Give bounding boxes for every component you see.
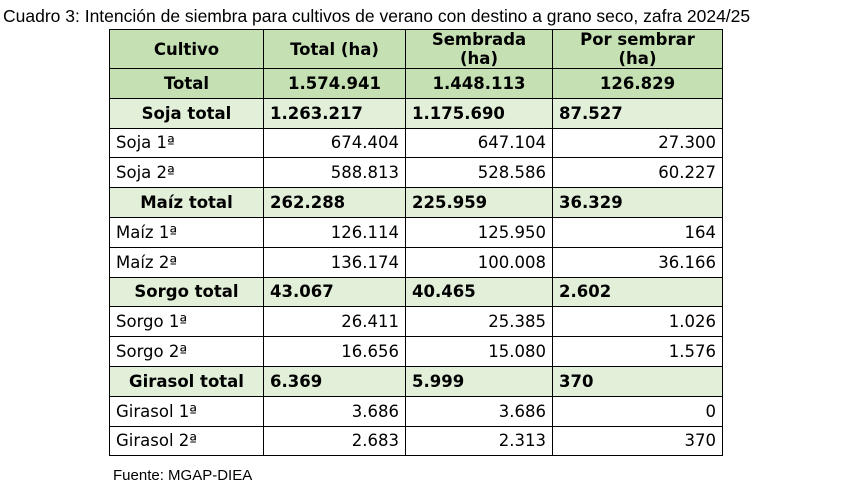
table-cell: 5.999	[405, 365, 553, 397]
header-row: Cultivo Total (ha) Sembrada (ha) Por sem…	[109, 29, 723, 69]
table-cell: 87.527	[552, 97, 723, 129]
subtotal-row: Girasol total 6.369 5.999 370	[109, 365, 723, 397]
subtotal-row: Soja total 1.263.217 1.175.690 87.527	[109, 97, 723, 129]
table-cell: 36.329	[552, 187, 723, 218]
table-cell: 126.114	[263, 216, 406, 248]
table-cell: 3.686	[405, 395, 553, 427]
table-cell: Maíz 1ª	[109, 216, 264, 248]
table-row: Soja 1ª 674.404 647.104 27.300	[109, 127, 723, 159]
header-cultivo: Cultivo	[109, 29, 264, 69]
table-row: Girasol 2ª 2.683 2.313 370	[109, 425, 723, 457]
total-row: Total 1.574.941 1.448.113 126.829	[109, 68, 723, 99]
table-cell: Sorgo 2ª	[109, 336, 264, 367]
table-cell: 225.959	[405, 187, 553, 218]
table-cell: Soja total	[109, 97, 264, 129]
table-row: Maíz 2ª 136.174 100.008 36.166	[109, 246, 723, 278]
table-cell: Maíz total	[109, 187, 264, 218]
table-cell: 43.067	[263, 276, 406, 308]
header-por-sembrar: Por sembrar (ha)	[552, 29, 723, 69]
table-cell: 27.300	[552, 127, 723, 159]
table-cell: 2.602	[552, 276, 723, 308]
table-row: Sorgo 2ª 16.656 15.080 1.576	[109, 336, 723, 367]
table-row: Sorgo 1ª 26.411 25.385 1.026	[109, 306, 723, 338]
table-cell: Maíz 2ª	[109, 246, 264, 278]
table-cell: Soja 2ª	[109, 157, 264, 189]
table-cell: 125.950	[405, 216, 553, 248]
table-cell: 528.586	[405, 157, 553, 189]
table-cell: 6.369	[263, 365, 406, 397]
subtotal-row: Maíz total 262.288 225.959 36.329	[109, 187, 723, 218]
table-cell: 1.263.217	[263, 97, 406, 129]
table-cell: 40.465	[405, 276, 553, 308]
table-cell: 1.574.941	[263, 68, 406, 99]
table-cell: Girasol 1ª	[109, 395, 264, 427]
table-cell: 3.686	[263, 395, 406, 427]
table-title: Cuadro 3: Intención de siembra para cult…	[3, 6, 751, 26]
table-cell: Total	[109, 68, 264, 99]
table-cell: 136.174	[263, 246, 406, 278]
table-row: Soja 2ª 588.813 528.586 60.227	[109, 157, 723, 189]
table-cell: 60.227	[552, 157, 723, 189]
table-cell: Soja 1ª	[109, 127, 264, 159]
table-cell: 1.026	[552, 306, 723, 338]
table-cell: Girasol 2ª	[109, 425, 264, 457]
table-cell: 647.104	[405, 127, 553, 159]
subtotal-row: Sorgo total 43.067 40.465 2.602	[109, 276, 723, 308]
table-cell: 36.166	[552, 246, 723, 278]
table-cell: Girasol total	[109, 365, 264, 397]
table-cell: 15.080	[405, 336, 553, 367]
source-note: Fuente: MGAP-DIEA	[113, 467, 253, 484]
table-cell: 262.288	[263, 187, 406, 218]
table-cell: 0	[552, 395, 723, 427]
table-cell: 1.175.690	[405, 97, 553, 129]
table-cell: 100.008	[405, 246, 553, 278]
table-cell: 2.313	[405, 425, 553, 457]
table-cell: 370	[552, 425, 723, 457]
header-sembrada: Sembrada (ha)	[405, 29, 553, 69]
table-cell: 164	[552, 216, 723, 248]
table-cell: 26.411	[263, 306, 406, 338]
table-cell: 674.404	[263, 127, 406, 159]
table-cell: 370	[552, 365, 723, 397]
table-cell: 25.385	[405, 306, 553, 338]
table-cell: Sorgo 1ª	[109, 306, 264, 338]
table-cell: 1.576	[552, 336, 723, 367]
table-cell: 2.683	[263, 425, 406, 457]
table-cell: 126.829	[552, 68, 723, 99]
table-cell: 588.813	[263, 157, 406, 189]
table-row: Maíz 1ª 126.114 125.950 164	[109, 216, 723, 248]
table-cell: 16.656	[263, 336, 406, 367]
table-row: Girasol 1ª 3.686 3.686 0	[109, 395, 723, 427]
header-total: Total (ha)	[263, 29, 406, 69]
table-cell: 1.448.113	[405, 68, 553, 99]
table-cell: Sorgo total	[109, 276, 264, 308]
crop-table: Cultivo Total (ha) Sembrada (ha) Por sem…	[109, 29, 723, 457]
